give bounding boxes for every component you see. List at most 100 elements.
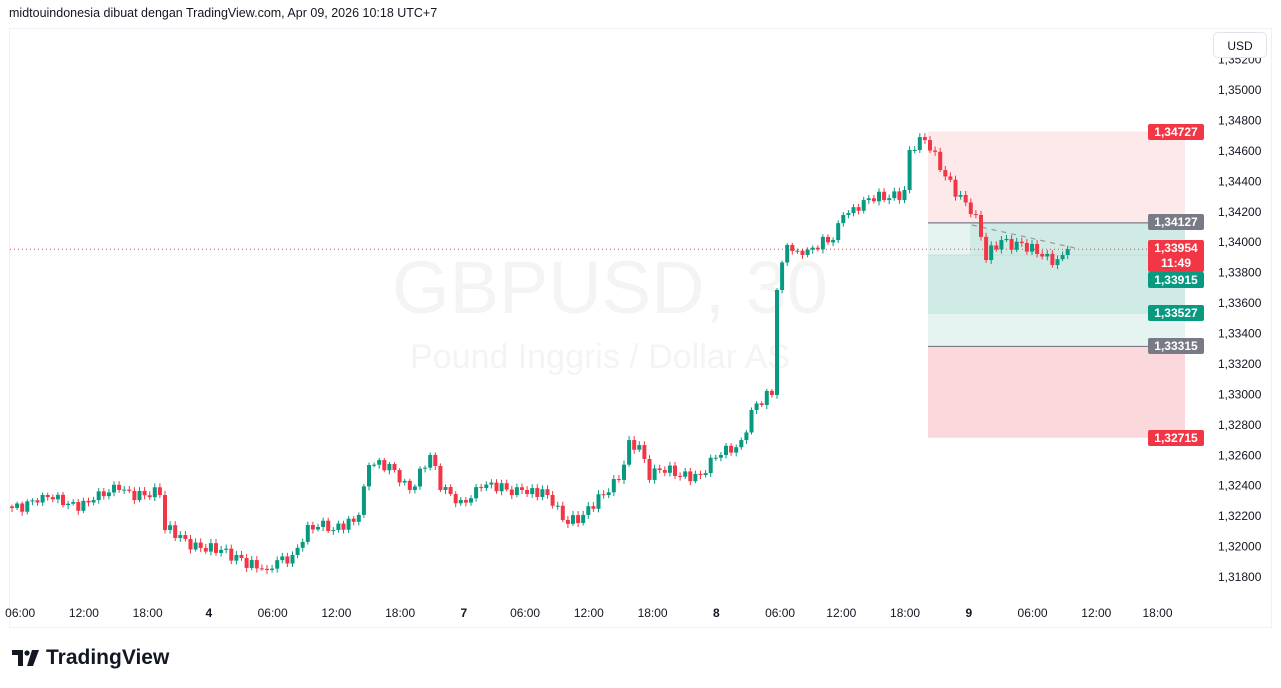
candle-body	[734, 447, 739, 453]
price-tick-label: 1,34600	[1218, 144, 1262, 158]
time-tick-label: 06:00	[510, 606, 540, 620]
candle-body	[1030, 243, 1034, 252]
candle-body	[1045, 253, 1050, 257]
candle-body	[76, 502, 81, 511]
candle-body	[132, 490, 137, 501]
candle-body	[106, 492, 111, 497]
candle-body	[265, 568, 269, 571]
candle-body	[759, 403, 764, 406]
time-tick-label: 18:00	[638, 606, 668, 620]
candle-body	[61, 494, 65, 506]
candle-body	[652, 468, 657, 480]
candle-body	[356, 514, 361, 522]
candle-body	[168, 525, 173, 531]
candle-body	[1065, 249, 1070, 255]
candle-body	[310, 524, 315, 530]
candle-body	[616, 479, 621, 481]
candle-body	[882, 191, 887, 201]
candle-body	[1035, 243, 1040, 254]
candle-body	[800, 250, 805, 255]
candle-body	[571, 515, 575, 524]
candle-body	[91, 500, 96, 503]
candle-body	[984, 236, 989, 261]
candle-body	[785, 244, 790, 263]
candle-body	[642, 445, 647, 459]
bar-countdown: 11:49	[1160, 256, 1192, 270]
candle-body	[316, 526, 320, 530]
candle-body	[933, 150, 938, 152]
candle-body	[780, 262, 785, 290]
candle-body	[632, 440, 637, 450]
candle-body	[504, 483, 509, 490]
position-tool[interactable]	[10, 131, 1205, 438]
price-label-green-1: 1,33915	[1148, 272, 1204, 288]
candle-body	[713, 457, 718, 459]
candle-body	[208, 543, 213, 552]
target-zone	[928, 222, 1185, 315]
candle-body	[55, 494, 60, 500]
tradingview-logo[interactable]: TradingView	[12, 646, 169, 670]
candle-body	[484, 484, 489, 489]
candle-body	[117, 484, 122, 490]
candle-body	[560, 505, 565, 520]
candle-body	[275, 560, 280, 569]
candle-body	[555, 505, 560, 507]
candle-body	[846, 213, 851, 215]
time-axis[interactable]: 06:00 12:00 18:00 4 06:00 12:00 18:00 7 06:00 12:…	[5, 606, 1173, 620]
candle-body	[1050, 253, 1055, 266]
candle-body	[729, 445, 734, 453]
candle-body	[280, 556, 285, 561]
candle-body	[224, 548, 229, 550]
price-tick-label: 1,34200	[1218, 205, 1262, 219]
candle-body	[463, 500, 468, 503]
candle-body	[1040, 253, 1045, 257]
candle-body	[525, 489, 530, 495]
candle-body	[622, 464, 626, 480]
candle-body	[152, 487, 157, 498]
candle-body	[678, 475, 683, 477]
candle-body	[234, 554, 239, 561]
candle-body	[948, 176, 953, 180]
candle-body	[112, 484, 116, 493]
candle-body	[683, 471, 688, 477]
candle-body	[244, 558, 249, 568]
candle-body	[581, 514, 586, 524]
candle-body	[127, 489, 132, 491]
candle-body	[443, 487, 448, 490]
candle-body	[66, 503, 71, 506]
candle-body	[871, 198, 876, 202]
chart-frame	[9, 28, 1272, 628]
currency-button[interactable]: USD	[1213, 32, 1267, 58]
time-tick-label: 4	[206, 606, 213, 620]
candle-body	[520, 487, 524, 490]
candle-body	[1014, 241, 1019, 250]
candle-body	[81, 500, 86, 511]
candle-body	[530, 488, 535, 495]
candle-body	[999, 240, 1004, 250]
candle-body	[86, 500, 91, 503]
candle-body	[810, 247, 815, 250]
time-tick-label: 8	[713, 606, 720, 620]
last-price: 1,33954	[1154, 241, 1198, 255]
time-tick-label: 12:00	[1081, 606, 1111, 620]
price-label-top-stop: 1,34727	[1148, 124, 1204, 140]
candle-body	[1024, 242, 1029, 252]
candle-body	[892, 191, 897, 199]
candle-body	[203, 547, 208, 552]
candle-body	[989, 245, 994, 261]
candle-body	[30, 500, 35, 502]
candle-body	[321, 520, 326, 527]
time-tick-label: 18:00	[1142, 606, 1172, 620]
candle-body	[973, 214, 978, 216]
candle-body	[963, 195, 968, 203]
candle-body	[214, 543, 218, 553]
candle-body	[101, 491, 106, 497]
price-axis[interactable]: 1,31800 1,32000 1,32200 1,32400 1,32600 1,328…	[1218, 53, 1262, 584]
time-tick-label: 7	[461, 606, 468, 620]
last-price-label: 1,33954 11:49	[1148, 240, 1204, 272]
candle-body	[1055, 259, 1060, 266]
candle-body	[938, 151, 943, 171]
candle-body	[45, 495, 50, 498]
candle-body	[968, 202, 973, 215]
